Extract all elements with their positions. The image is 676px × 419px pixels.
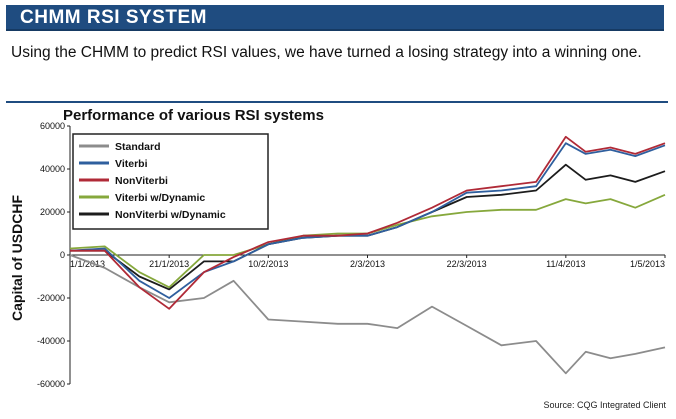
y-tick-label: -60000 bbox=[37, 379, 65, 389]
y-tick-label: 40000 bbox=[40, 164, 65, 174]
x-tick-label: 2/3/2013 bbox=[350, 259, 385, 269]
x-tick-label: 1/5/2013 bbox=[630, 259, 665, 269]
chart-title: Performance of various RSI systems bbox=[63, 107, 324, 124]
series-line-standard bbox=[69, 254, 666, 375]
series-line-nonviterbi bbox=[70, 135, 666, 310]
series-line-viterbi-w-dynamic bbox=[69, 193, 666, 289]
legend-label: Viterbi w/Dynamic bbox=[115, 192, 205, 204]
y-tick-label: -20000 bbox=[37, 293, 65, 303]
x-tick-label: 21/1/2013 bbox=[149, 259, 189, 269]
legend-label: Viterbi bbox=[115, 158, 148, 170]
divider-rule bbox=[6, 101, 668, 103]
legend-label: NonViterbi bbox=[115, 175, 168, 187]
header-subtitle: Using the CHMM to predict RSI values, we… bbox=[11, 44, 642, 61]
y-tick-label: -40000 bbox=[37, 336, 65, 346]
legend-label: NonViterbi w/Dynamic bbox=[115, 209, 226, 221]
chart-axes: -60000 -40000 -20000 0 20000 40000 60000 1/1/20… bbox=[37, 121, 666, 389]
x-tick-label: 22/3/2013 bbox=[447, 259, 487, 269]
x-tick-label: 11/4/2013 bbox=[546, 259, 585, 269]
legend-label: Standard bbox=[115, 141, 161, 153]
source-note: Source: CQG Integrated Client bbox=[543, 400, 666, 410]
x-tick-label: 10/2/2013 bbox=[248, 259, 288, 269]
y-tick-label: 0 bbox=[60, 250, 65, 260]
chart-legend: Standard Viterbi NonViterbi Viterbi w/Dynam… bbox=[72, 133, 269, 230]
banner-title: CHMM RSI SYSTEM bbox=[20, 7, 207, 28]
y-tick-label: 20000 bbox=[40, 207, 65, 217]
y-tick-label: 60000 bbox=[40, 121, 65, 131]
chart-lines bbox=[69, 135, 666, 375]
x-tick-label: 1/1/2013 bbox=[70, 259, 105, 269]
series-line-viterbi bbox=[69, 142, 666, 299]
y-axis-title: Capital of USDCHF bbox=[9, 195, 25, 321]
header-banner: CHMM RSI SYSTEM bbox=[6, 5, 664, 31]
